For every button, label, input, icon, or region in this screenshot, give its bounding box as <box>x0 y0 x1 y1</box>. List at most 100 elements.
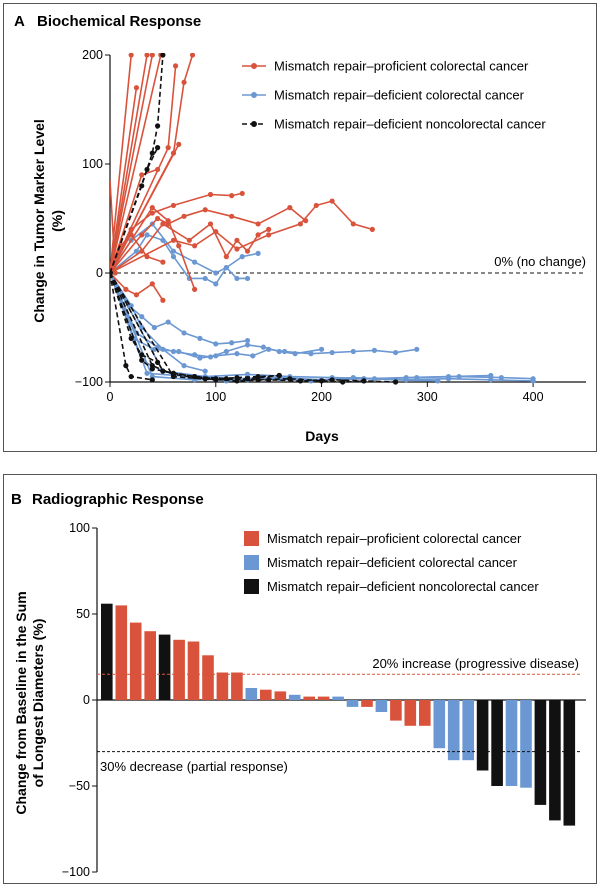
data-point <box>223 348 229 355</box>
data-point <box>144 232 150 238</box>
bar <box>390 700 402 721</box>
legend-label: Mismatch repair–deficient colorectal can… <box>274 88 525 103</box>
series-line-7 <box>110 144 180 274</box>
bar <box>317 696 330 700</box>
y-tick-label: 200 <box>82 48 103 62</box>
data-point <box>255 221 261 227</box>
data-point <box>181 330 187 336</box>
data-point <box>160 259 166 265</box>
series-line-17 <box>110 272 248 345</box>
series-line-33 <box>110 272 364 383</box>
bar <box>245 688 258 700</box>
bar <box>288 694 301 700</box>
y-tick-label: 100 <box>82 157 103 171</box>
data-point <box>244 376 251 382</box>
data-point <box>160 297 166 303</box>
series-line-31 <box>110 272 280 380</box>
series-line-3 <box>110 54 162 274</box>
data-point <box>414 375 420 381</box>
data-point <box>213 281 219 287</box>
data-point <box>202 368 208 374</box>
bar <box>173 639 185 700</box>
data-point <box>308 351 314 357</box>
data-point <box>281 348 288 355</box>
data-point <box>176 243 182 249</box>
bar <box>419 700 431 726</box>
data-point <box>128 373 134 380</box>
data-point <box>192 259 198 265</box>
data-point <box>329 349 335 356</box>
data-point <box>155 166 161 173</box>
data-point <box>229 213 235 219</box>
y-tick-label: −100 <box>75 375 103 389</box>
bar <box>447 700 460 761</box>
bar <box>231 672 243 700</box>
legend-label-b: Mismatch repair–deficient colorectal can… <box>267 555 518 570</box>
data-point <box>223 376 229 382</box>
data-point <box>530 376 536 382</box>
data-point <box>123 363 129 369</box>
data-point <box>229 340 235 346</box>
data-point <box>155 123 161 129</box>
data-point <box>340 379 346 385</box>
data-point <box>155 215 161 222</box>
data-point <box>213 341 219 347</box>
bar <box>202 655 214 700</box>
data-point <box>172 63 179 69</box>
data-point <box>160 221 166 227</box>
data-point <box>244 248 251 254</box>
data-point <box>181 363 187 369</box>
data-point <box>149 210 155 216</box>
bar <box>187 641 200 700</box>
data-point <box>223 254 229 260</box>
bar <box>101 603 113 700</box>
data-point <box>393 349 399 356</box>
data-point <box>139 357 145 363</box>
y-axis-label: Change in Tumor Marker Level <box>31 119 47 323</box>
data-point <box>213 270 219 276</box>
data-point <box>207 221 214 227</box>
data-point <box>318 346 325 352</box>
data-point <box>498 375 504 381</box>
bar <box>346 700 359 707</box>
legend-label: Mismatch repair–deficient noncolorectal … <box>274 117 546 132</box>
data-point <box>149 53 155 58</box>
data-point <box>186 237 192 243</box>
data-point <box>329 198 335 204</box>
data-point <box>192 286 198 292</box>
data-point <box>170 202 177 209</box>
bar <box>361 700 373 707</box>
data-point <box>128 232 134 238</box>
bar <box>332 696 344 700</box>
data-point <box>244 342 251 348</box>
bar <box>375 700 388 712</box>
data-point <box>144 166 150 173</box>
data-point <box>239 190 245 197</box>
data-point <box>139 172 145 178</box>
legend-swatch-dot <box>251 121 257 127</box>
data-point <box>202 275 208 282</box>
data-point <box>244 337 251 344</box>
tick-labels: 200 100 0 −100 0 100 200 300 400 <box>75 48 544 404</box>
data-point <box>149 377 155 383</box>
series-line-15 <box>110 180 117 274</box>
x-tick-label: 100 <box>205 390 226 404</box>
data-point <box>414 346 420 352</box>
x-tick-label: 0 <box>107 390 114 404</box>
data-point <box>133 85 140 91</box>
bar <box>549 700 561 821</box>
data-point <box>260 344 266 350</box>
data-point <box>250 353 256 359</box>
data-point <box>144 254 150 260</box>
y-axis-label-b-line2: of Longest Diameters (%) <box>30 619 46 788</box>
x-tick-label: 200 <box>311 390 332 404</box>
bar <box>462 700 474 761</box>
series-line-1 <box>110 87 138 274</box>
data-point <box>197 335 203 341</box>
data-point <box>149 205 155 211</box>
data-point <box>313 202 319 209</box>
partial-response-label: 30% decrease (partial response) <box>100 759 288 774</box>
y-axis-label-b-line1: Change from Baseline in the Sum <box>13 591 29 814</box>
data-point <box>287 376 293 382</box>
y-axis-label-group-b: Change from Baseline in the Sum of Longe… <box>13 591 46 814</box>
